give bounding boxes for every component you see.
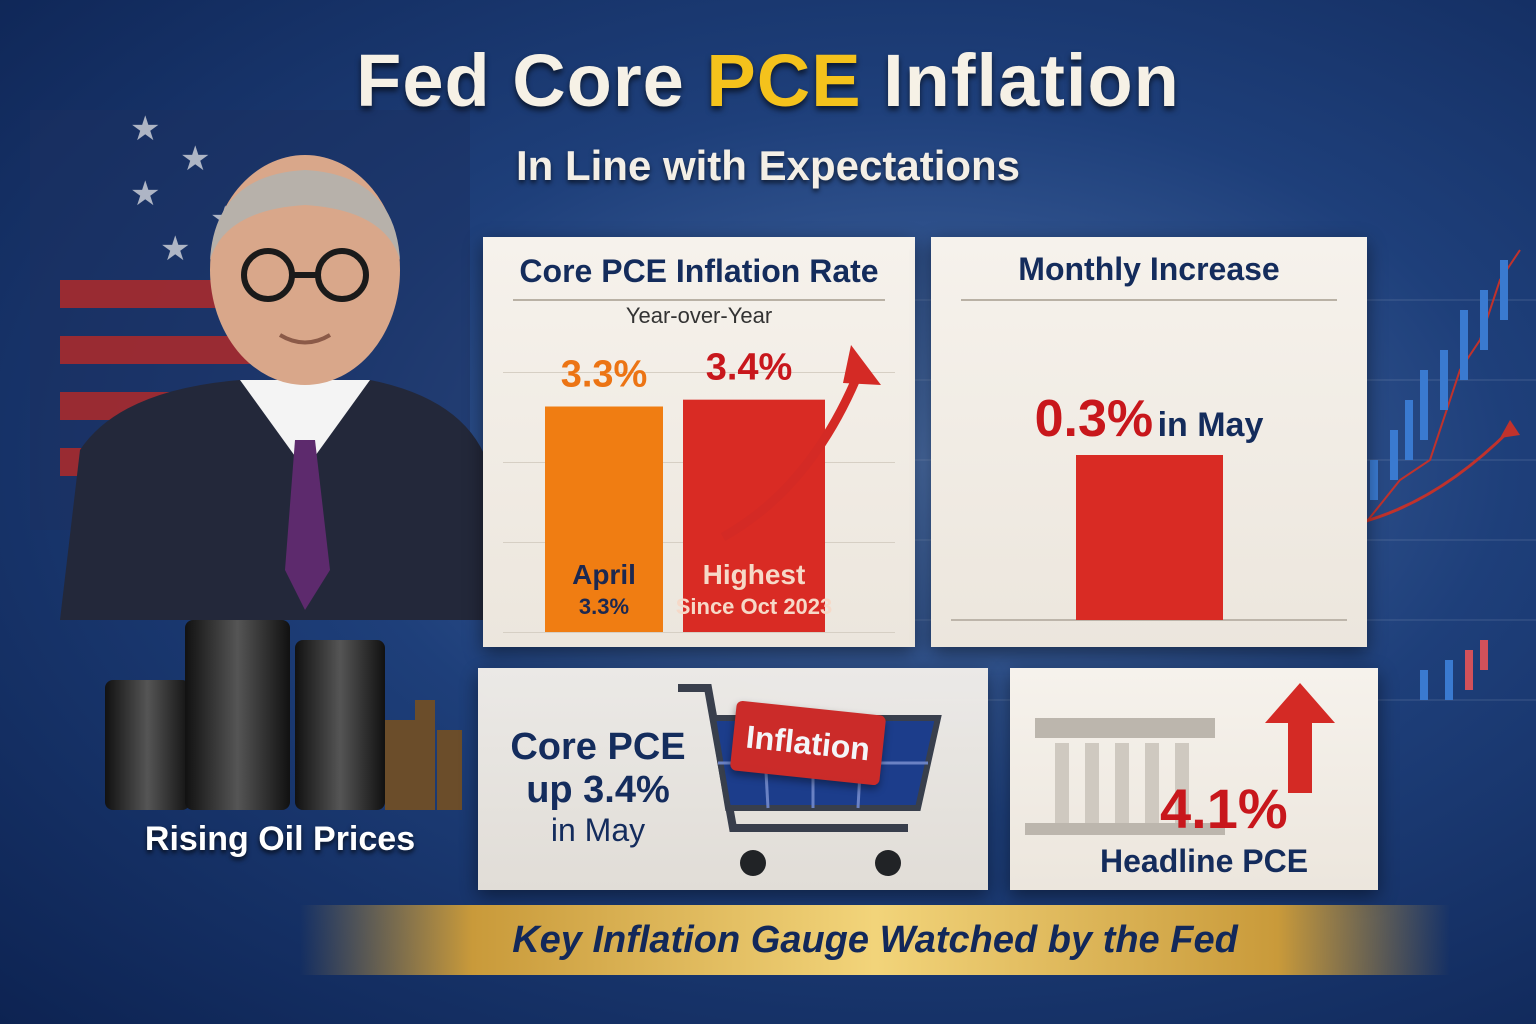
official-portrait (60, 155, 510, 620)
up-arrow-icon (1265, 683, 1335, 793)
svg-text:★: ★ (160, 230, 190, 268)
title-part2: Inflation (861, 39, 1180, 122)
yoy-inner-label-2-1: Highest (703, 559, 806, 590)
rising-arrow-head (843, 345, 881, 385)
cart-panel: Core PCE up 3.4% in May Inflation (478, 668, 988, 890)
cart-line3: in May (550, 812, 646, 848)
yoy-value-label-2: 3.4% (706, 347, 793, 389)
yoy-chart-panel: Core PCE Inflation Rate Year-over-Year 3… (483, 237, 915, 647)
title-part1: Fed Core (356, 39, 707, 122)
svg-text:★: ★ (130, 110, 160, 148)
banner-text: Key Inflation Gauge Watched by the Fed (512, 918, 1238, 961)
monthly-value-line: 0.3% in May (931, 389, 1367, 449)
svg-text:★: ★ (180, 140, 210, 178)
monthly-panel-title: Monthly Increase (1018, 251, 1280, 287)
cart-text-block: Core PCE up 3.4% in May (498, 726, 698, 849)
page-title: Fed Core PCE Inflation (0, 38, 1536, 123)
oil-barrels-image (105, 620, 462, 810)
yoy-value-label-1: 3.3% (561, 354, 648, 396)
inflation-sign-label: Inflation (744, 718, 872, 767)
yoy-inner-label-1-1: April (572, 559, 636, 590)
fed-building-icon (1025, 718, 1225, 835)
monthly-panel-divider (961, 299, 1337, 301)
title-highlight: PCE (706, 39, 862, 122)
page-subtitle: In Line with Expectations (515, 142, 1021, 189)
monthly-bar-1 (1076, 455, 1223, 620)
cart-line2: up 3.4% (526, 769, 670, 811)
monthly-chart-panel: Monthly Increase 0.3% in May (931, 237, 1367, 647)
yoy-inner-label-2-2: Since Oct 2023 (676, 594, 833, 619)
headline-label: Headline PCE (1100, 843, 1309, 879)
yoy-bar-1 (545, 406, 663, 632)
yoy-inner-label-1-2: 3.3% (579, 594, 629, 619)
yoy-panel-subtitle: Year-over-Year (625, 303, 773, 328)
rising-arrow-icon (720, 365, 866, 541)
bottom-banner: Key Inflation Gauge Watched by the Fed (300, 905, 1450, 975)
monthly-value: 0.3% (1034, 390, 1154, 448)
yoy-panel-title: Core PCE Inflation Rate (519, 253, 879, 289)
svg-text:★: ★ (130, 175, 160, 213)
oil-caption: Rising Oil Prices (144, 820, 416, 858)
monthly-bar-chart (951, 455, 1347, 621)
cart-line1: Core PCE (510, 726, 686, 768)
yoy-panel-divider (513, 299, 885, 301)
headline-value: 4.1% (1160, 777, 1288, 840)
yoy-bar-chart: 3.3% April 3.3% 3.4% Highest Since Oct 2023 (545, 345, 881, 632)
headline-pce-panel: 4.1% Headline PCE (1010, 668, 1378, 890)
monthly-suffix: in May (1157, 406, 1264, 444)
